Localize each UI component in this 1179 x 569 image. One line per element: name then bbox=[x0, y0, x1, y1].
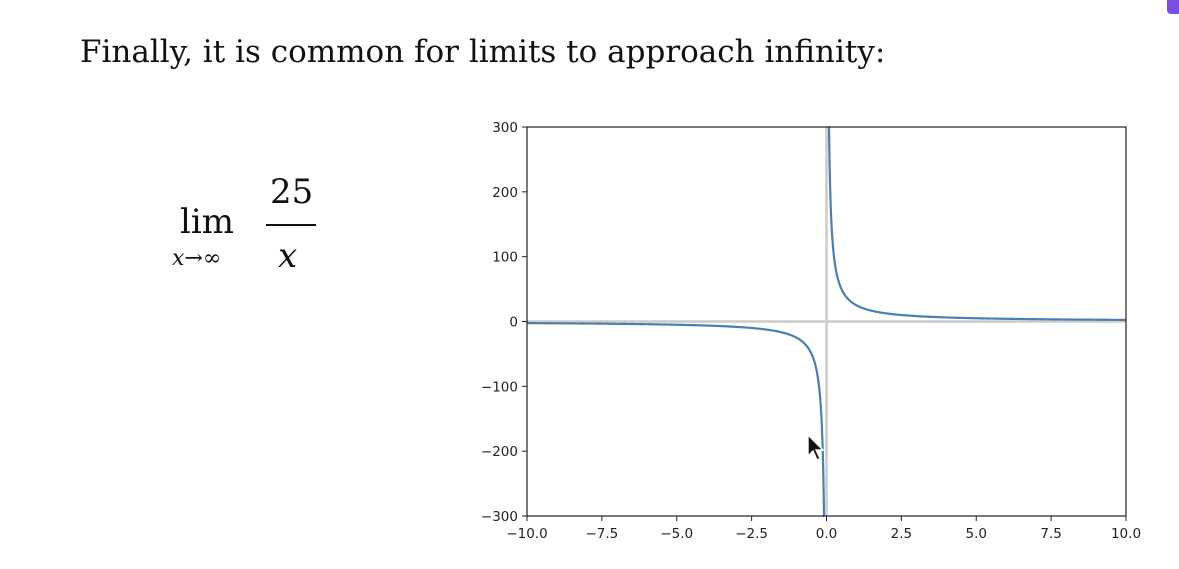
x-tick-label: 7.5 bbox=[1040, 526, 1061, 542]
x-tick-label: −7.5 bbox=[585, 526, 618, 542]
x-tick-label: −2.5 bbox=[735, 526, 768, 542]
corner-accent-mark bbox=[1167, 0, 1179, 14]
curve-negative-branch bbox=[526, 322, 826, 518]
y-tick-label: 200 bbox=[492, 185, 518, 201]
y-tick-label: 0 bbox=[509, 315, 518, 331]
fraction-denominator: x bbox=[278, 236, 298, 276]
intro-text: Finally, it is common for limits to appr… bbox=[80, 34, 886, 70]
limit-formula: lim x→∞ 25 x bbox=[170, 170, 330, 280]
fraction-bar bbox=[266, 224, 316, 226]
zero-lines bbox=[527, 127, 1126, 516]
curve-group bbox=[526, 125, 1127, 518]
y-tick-label: −200 bbox=[481, 444, 518, 460]
x-tick-label: −10.0 bbox=[506, 526, 547, 542]
cursor-icon bbox=[807, 433, 825, 461]
mouse-pointer bbox=[806, 433, 826, 462]
x-tick-label: −5.0 bbox=[660, 526, 693, 542]
lim-subscript: x→∞ bbox=[172, 246, 222, 271]
y-tick-label: −100 bbox=[481, 379, 518, 395]
x-tick-label: 2.5 bbox=[891, 526, 912, 542]
y-tick-label: −300 bbox=[481, 509, 518, 525]
curve-positive-branch bbox=[827, 125, 1127, 321]
y-tick-label: 100 bbox=[492, 250, 518, 266]
lim-operator: lim bbox=[180, 202, 234, 242]
y-axis-ticks: 300 200 100 0 −100 −200 −300 bbox=[481, 120, 527, 525]
fraction-numerator: 25 bbox=[270, 172, 314, 212]
y-tick-label: 300 bbox=[492, 120, 518, 136]
x-tick-label: 5.0 bbox=[966, 526, 987, 542]
x-tick-label: 10.0 bbox=[1111, 526, 1141, 542]
x-tick-label: 0.0 bbox=[816, 526, 837, 542]
x-axis-ticks: −10.0 −7.5 −5.0 −2.5 0.0 2.5 5.0 7.5 10.0 bbox=[506, 516, 1141, 542]
